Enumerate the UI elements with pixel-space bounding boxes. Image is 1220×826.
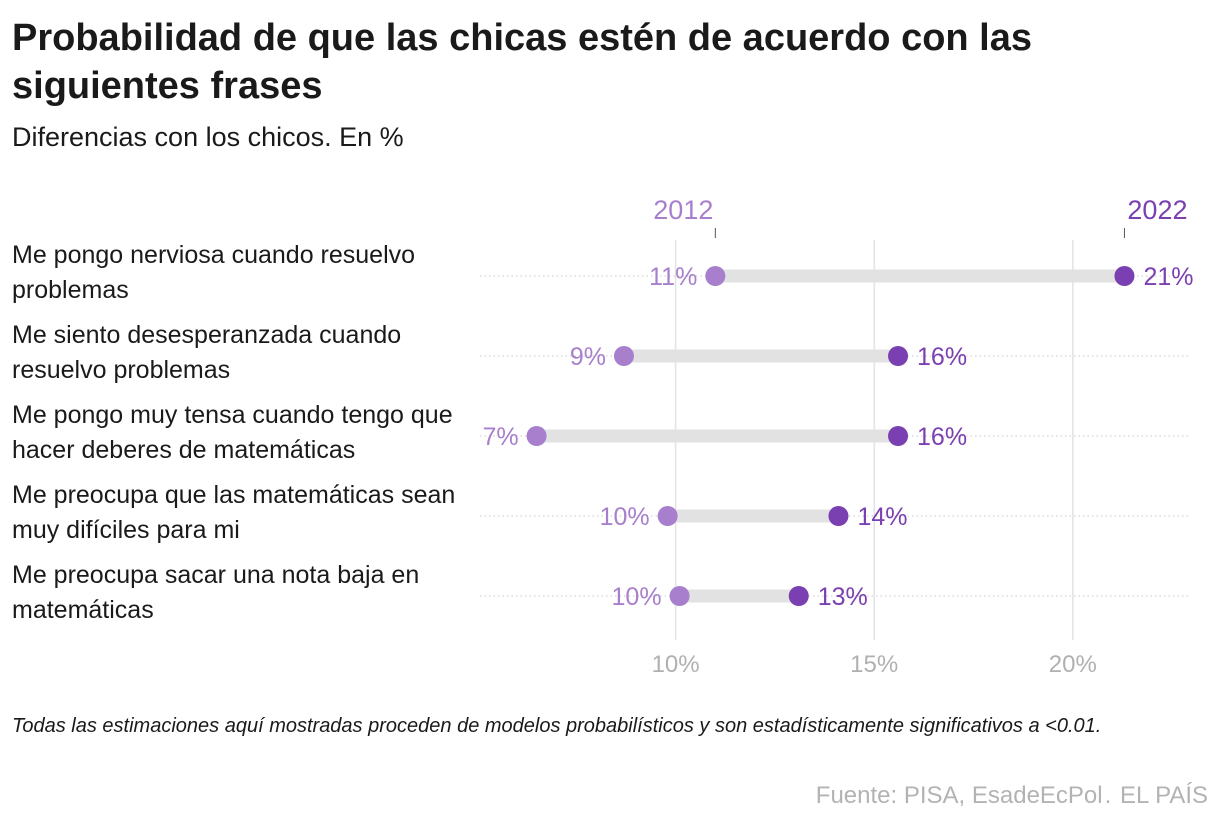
x-tick-label: 20% <box>1049 651 1097 678</box>
point-2012 <box>657 506 678 526</box>
source-credit: Fuente: PISA, EsadeEcPol. EL PAÍS <box>816 782 1208 810</box>
x-tick-label: 15% <box>850 651 898 678</box>
dumbbell-chart: 10% 15% 20% 2012 2022 11% 21% 9% 16% 7% 16% 10% 14% 1… <box>480 195 1193 678</box>
point-2022 <box>888 346 909 366</box>
value-label-2012: 10% <box>612 583 662 611</box>
row-label: Me preocupa que las matemáticas sean muy… <box>12 481 456 544</box>
value-label-2022: 16% <box>917 423 967 451</box>
value-label-2022: 21% <box>1143 263 1193 291</box>
row-label: Me pongo nerviosa cuando resuelvo proble… <box>12 241 416 304</box>
chart-title: Probabilidad de que las chicas estén de … <box>12 17 1033 107</box>
value-label-2012: 11% <box>649 263 697 291</box>
footnote: Todas las estimaciones aquí mostradas pr… <box>12 715 1102 737</box>
value-label-2012: 7% <box>482 423 518 451</box>
source-text: Fuente: PISA, EsadeEcPol <box>815 782 1103 809</box>
point-2012 <box>613 346 634 366</box>
value-label-2022: 13% <box>818 583 868 611</box>
value-label-2022: 14% <box>857 503 907 531</box>
point-2022 <box>828 506 849 526</box>
point-2022 <box>1114 266 1135 286</box>
point-2012 <box>705 266 726 286</box>
row-label: Me siento desesperanzada cuando resuelvo… <box>12 321 402 384</box>
point-2012 <box>526 426 547 446</box>
row-label: Me preocupa sacar una nota baja en matem… <box>12 561 420 624</box>
point-2012 <box>669 586 690 606</box>
source-separator: . <box>1104 782 1112 809</box>
legend-2012: 2012 <box>653 195 713 225</box>
value-label-2012: 9% <box>570 343 606 371</box>
legend-2022: 2022 <box>1127 195 1187 225</box>
value-label-2012: 10% <box>600 503 650 531</box>
row-label: Me pongo muy tensa cuando tengo que hace… <box>12 401 453 464</box>
x-tick-label: 10% <box>652 651 700 678</box>
publisher-name: EL PAÍS <box>1119 782 1208 809</box>
chart-subtitle: Diferencias con los chicos. En % <box>12 122 404 152</box>
value-label-2022: 16% <box>917 343 967 371</box>
point-2022 <box>788 586 809 606</box>
point-2022 <box>888 426 909 446</box>
